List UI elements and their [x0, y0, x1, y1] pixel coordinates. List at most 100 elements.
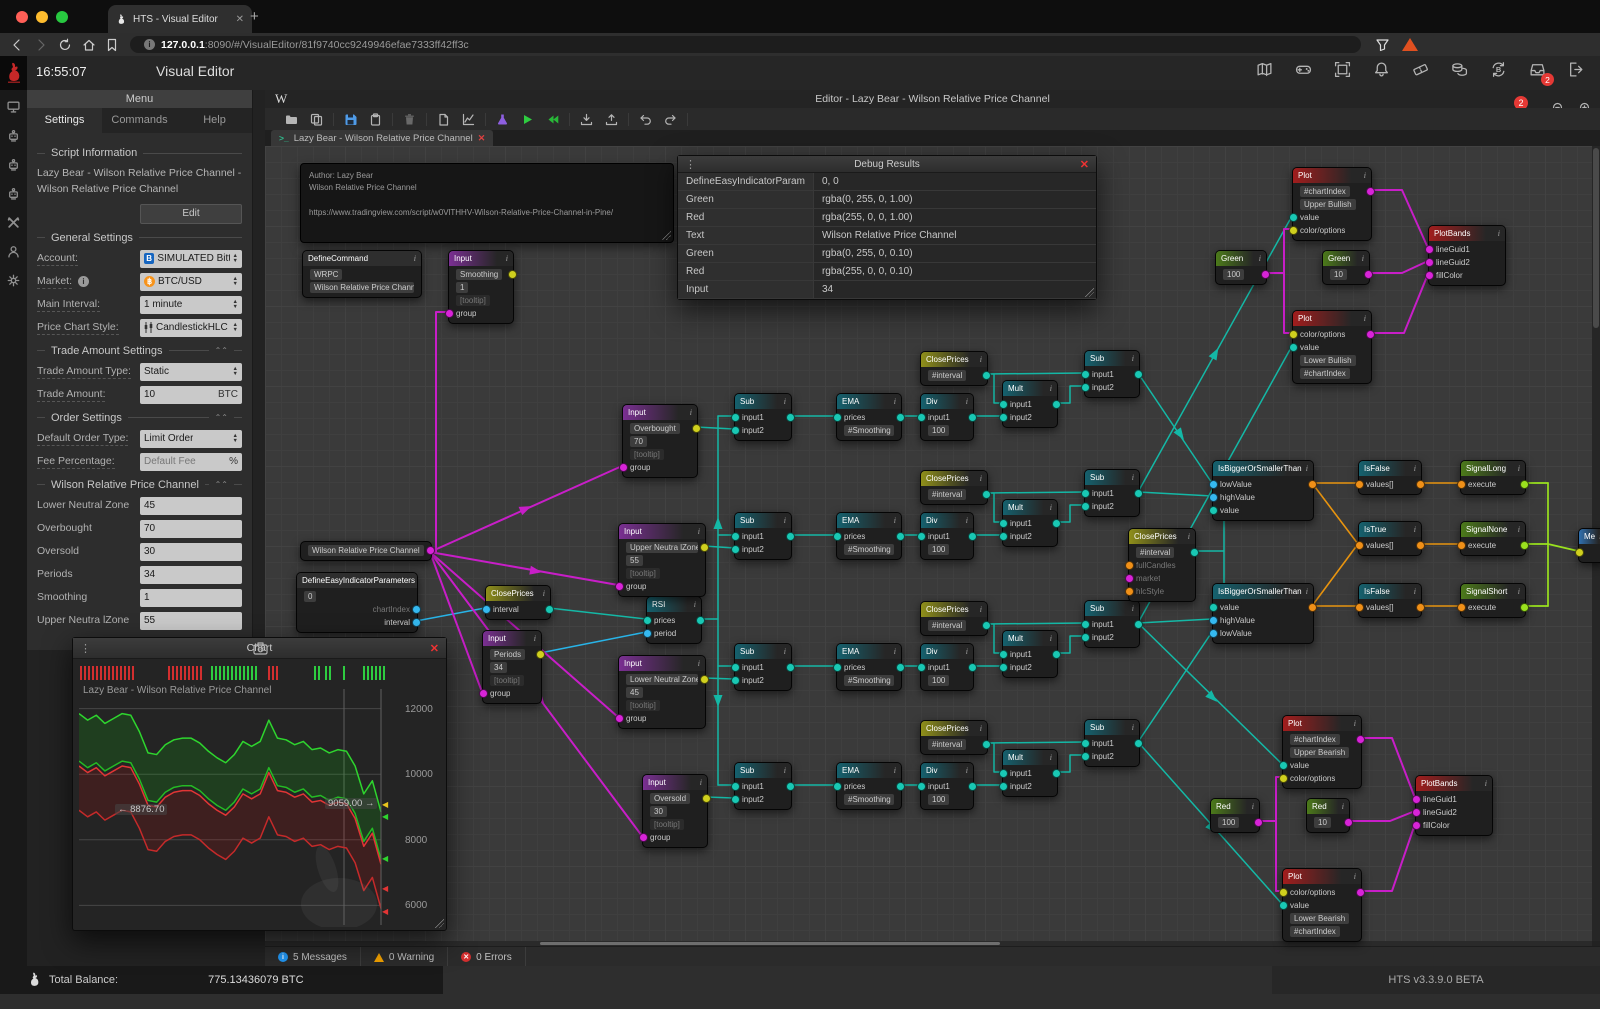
flask-button[interactable] — [496, 113, 509, 126]
node-div[interactable]: Div i input1 100 — [917, 762, 977, 810]
node-info-icon[interactable]: i — [1517, 525, 1520, 534]
output-port[interactable] — [896, 782, 905, 791]
node-wilson-relative-price-channel[interactable]: Wilson Relative Price Channel — [300, 541, 435, 561]
output-port[interactable] — [1520, 603, 1529, 612]
node-info-icon[interactable]: i — [413, 254, 416, 263]
node-mult[interactable]: Mult i input1 input2 — [999, 749, 1061, 797]
node-closeprices[interactable]: ClosePrices i #interval — [920, 601, 991, 636]
node-sub[interactable]: Sub i input1 input2 — [731, 643, 795, 691]
node-info-icon[interactable]: i — [965, 766, 968, 775]
input-port[interactable] — [1425, 258, 1434, 267]
node-info-icon[interactable]: i — [783, 647, 786, 656]
undo-button[interactable] — [639, 113, 652, 126]
node-info-icon[interactable]: i — [893, 766, 896, 775]
tab-settings[interactable]: Settings — [27, 108, 102, 133]
output-port[interactable] — [1366, 187, 1375, 196]
tools-icon[interactable] — [7, 216, 20, 229]
script-tab-close-icon[interactable]: ✕ — [477, 132, 486, 143]
input-port[interactable] — [1081, 383, 1090, 392]
node-sub[interactable]: Sub i input1 input2 — [1081, 719, 1143, 767]
url-field[interactable]: i 127.0.0.1:8090/#/VisualEditor/81f9740c… — [130, 36, 1361, 53]
node-info-icon[interactable]: i — [1131, 723, 1134, 732]
input-port[interactable] — [999, 519, 1008, 528]
minimize-window-button[interactable] — [36, 11, 48, 23]
input-port[interactable] — [999, 782, 1008, 791]
input-port[interactable] — [1289, 343, 1298, 352]
output-port[interactable] — [1134, 370, 1143, 379]
back-icon[interactable] — [10, 38, 24, 52]
input-port[interactable] — [1279, 901, 1288, 910]
input-port[interactable] — [1457, 603, 1466, 612]
debug-results-window[interactable]: ⋮ Debug Results ✕ DefineEasyIndicatorParam… — [677, 155, 1097, 300]
input-port[interactable] — [1081, 502, 1090, 511]
input-port[interactable] — [615, 582, 624, 591]
node-info-icon[interactable]: i — [893, 516, 896, 525]
browser-tab[interactable]: HTS - Visual Editor ✕ — [108, 5, 252, 33]
node-info-icon[interactable]: i — [1049, 503, 1052, 512]
node-info-icon[interactable]: i — [979, 605, 982, 614]
stepper-icon[interactable]: ▲ ▼ — [232, 366, 238, 377]
output-port[interactable] — [1134, 739, 1143, 748]
stepper-icon[interactable]: ▲ ▼ — [232, 299, 238, 310]
price-chart-style-field[interactable]: CandlestickHLC ▲ ▼ — [140, 318, 242, 337]
canvas-hscrollbar[interactable] — [265, 941, 1592, 946]
input-port[interactable] — [833, 663, 842, 672]
gear-icon[interactable] — [7, 274, 20, 287]
output-port[interactable] — [1356, 735, 1365, 744]
node-definecommand[interactable]: DefineCommand i WRPC Wilson Relative Price … — [302, 250, 422, 298]
doc-button[interactable] — [437, 113, 450, 126]
output-port[interactable] — [1416, 480, 1425, 489]
menu-header[interactable]: Menu — [27, 90, 252, 108]
node-isfalse[interactable]: IsFalse i values[] — [1355, 460, 1425, 495]
stepper-icon[interactable]: ▲ ▼ — [232, 433, 238, 444]
input-port[interactable] — [833, 532, 842, 541]
output-port[interactable] — [1364, 270, 1373, 279]
exit-icon[interactable] — [1568, 61, 1586, 79]
output-port[interactable] — [968, 663, 977, 672]
chart-resize-handle[interactable] — [435, 919, 444, 928]
user-icon[interactable] — [7, 245, 20, 258]
node-input[interactable]: Input i Overbought 70 [tooltip] group — [619, 404, 701, 478]
bell-icon[interactable] — [1373, 61, 1391, 79]
node-info-icon[interactable]: i — [1131, 473, 1134, 482]
node-info-icon[interactable]: i — [1341, 802, 1344, 811]
bookmark-icon[interactable] — [106, 38, 118, 52]
node-info-icon[interactable]: i — [689, 408, 692, 417]
node-info-icon[interactable]: i — [697, 527, 700, 536]
canvas-note[interactable]: Author: Lazy Bear Wilson Relative Price C… — [300, 163, 674, 243]
node-mult[interactable]: Mult i input1 input2 — [999, 630, 1061, 678]
node-sub[interactable]: Sub i input1 input2 — [731, 762, 795, 810]
trade-amount-field[interactable]: 10 BTC — [140, 385, 242, 404]
output-port[interactable] — [1052, 769, 1061, 778]
output-port[interactable] — [1520, 480, 1529, 489]
node-info-icon[interactable]: i — [1131, 354, 1134, 363]
node-plot[interactable]: Plot i #chartIndex Upper Bearish value color/… — [1279, 715, 1365, 789]
output-port[interactable] — [426, 546, 435, 555]
forward-icon[interactable] — [34, 38, 48, 52]
output-port[interactable] — [1416, 541, 1425, 550]
node-info-icon[interactable]: i — [699, 778, 702, 787]
input-port[interactable] — [643, 629, 652, 638]
output-port[interactable] — [1254, 818, 1263, 827]
tab-help[interactable]: Help — [203, 114, 226, 126]
stepper-icon[interactable]: ▲ ▼ — [232, 322, 238, 333]
oversold-field[interactable]: 30 — [140, 542, 242, 561]
node-red[interactable]: Red i 10 — [1306, 798, 1353, 833]
input-port[interactable] — [1209, 480, 1218, 489]
input-port[interactable] — [731, 426, 740, 435]
input-port[interactable] — [917, 663, 926, 672]
output-port[interactable] — [1134, 620, 1143, 629]
node-green[interactable]: Green i 100 — [1215, 250, 1270, 285]
input-port[interactable] — [917, 782, 926, 791]
node-signalshort[interactable]: SignalShort i execute — [1457, 583, 1529, 618]
stepper-icon[interactable]: ▲ ▼ — [232, 253, 238, 264]
input-port[interactable] — [1279, 761, 1288, 770]
node-info-icon[interactable]: i — [965, 397, 968, 406]
redo-button[interactable] — [664, 113, 677, 126]
input-port[interactable] — [999, 663, 1008, 672]
maximize-window-button[interactable] — [56, 11, 68, 23]
trash-button[interactable] — [403, 113, 416, 126]
node-div[interactable]: Div i input1 100 — [917, 643, 977, 691]
node-green[interactable]: Green i 10 — [1322, 250, 1373, 285]
